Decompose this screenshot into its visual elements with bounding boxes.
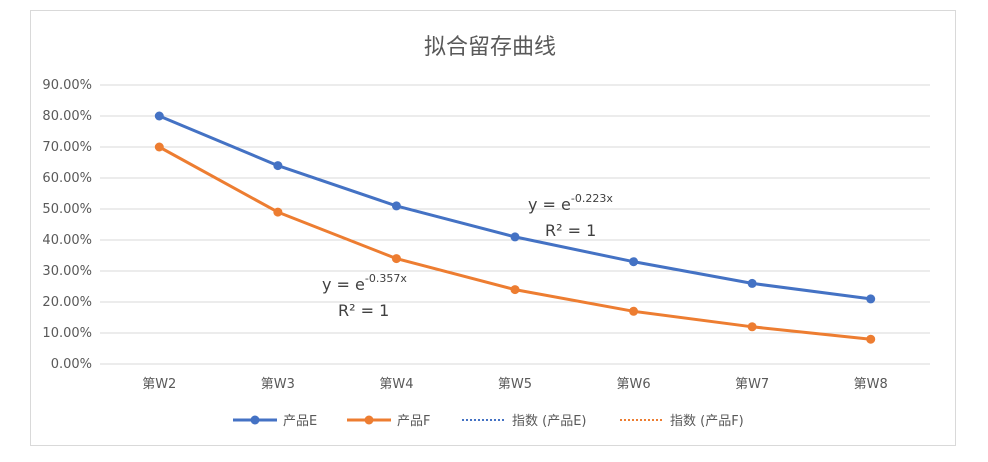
data-point	[273, 161, 283, 171]
data-point	[391, 254, 401, 264]
trendline-r2: R² = 1	[338, 301, 389, 320]
data-point	[154, 111, 164, 121]
x-tick-label: 第W7	[735, 377, 769, 392]
y-tick-label: 60.00%	[42, 171, 92, 186]
legend-item: 指数 (产品F)	[620, 414, 744, 429]
x-tick-label: 第W5	[498, 377, 532, 392]
x-tick-label: 第W4	[379, 377, 413, 392]
data-point	[866, 294, 876, 304]
trendline-equation: y = e-0.223x	[528, 192, 613, 214]
legend: 产品E 产品F 指数 (产品E) 指数 (产品F)	[233, 414, 744, 429]
series-line	[158, 145, 871, 341]
legend-label: 指数 (产品F)	[670, 414, 744, 429]
chart-frame	[30, 10, 956, 446]
trendline-r2: R² = 1	[545, 221, 596, 240]
legend-label: 产品E	[283, 414, 317, 429]
trendline-equation: y = e-0.357x	[322, 272, 407, 294]
legend-marker	[250, 415, 260, 425]
y-tick-label: 70.00%	[42, 140, 92, 155]
data-point	[747, 322, 757, 332]
y-axis-ticks: 0.00% 10.00% 20.00% 30.00% 40.00% 50.00% 60.00…	[42, 78, 92, 372]
series-lines	[154, 111, 876, 344]
gridlines	[100, 84, 930, 365]
data-point	[510, 232, 520, 242]
x-axis-ticks: 第W2 第W3 第W4 第W5 第W6 第W7 第W8	[142, 377, 888, 392]
y-tick-label: 10.00%	[42, 326, 92, 341]
data-point	[747, 278, 757, 288]
data-point	[154, 142, 164, 152]
trendlines	[158, 115, 871, 340]
data-point	[629, 257, 639, 267]
x-tick-label: 第W8	[854, 377, 888, 392]
legend-item: 指数 (产品E)	[462, 414, 587, 429]
legend-label: 指数 (产品E)	[512, 414, 587, 429]
y-tick-label: 30.00%	[42, 264, 92, 279]
chart-title: 拟合留存曲线	[424, 35, 556, 60]
legend-item: 产品E	[233, 414, 317, 429]
y-tick-label: 0.00%	[51, 357, 92, 372]
data-point	[273, 207, 283, 217]
x-tick-label: 第W3	[261, 377, 295, 392]
legend-marker	[364, 415, 374, 425]
data-point	[629, 306, 639, 316]
y-tick-label: 80.00%	[42, 109, 92, 124]
data-point	[866, 334, 876, 344]
legend-item: 产品F	[347, 414, 430, 429]
legend-label: 产品F	[397, 414, 430, 429]
data-point	[391, 201, 401, 211]
y-tick-label: 20.00%	[42, 295, 92, 310]
y-tick-label: 90.00%	[42, 78, 92, 93]
y-tick-label: 50.00%	[42, 202, 92, 217]
trendline	[158, 146, 871, 340]
x-tick-label: 第W6	[617, 377, 651, 392]
trendline-equations: y = e-0.223x R² = 1 y = e-0.357x R² = 1	[322, 192, 613, 320]
x-tick-label: 第W2	[142, 377, 176, 392]
data-point	[510, 285, 520, 295]
y-tick-label: 40.00%	[42, 233, 92, 248]
